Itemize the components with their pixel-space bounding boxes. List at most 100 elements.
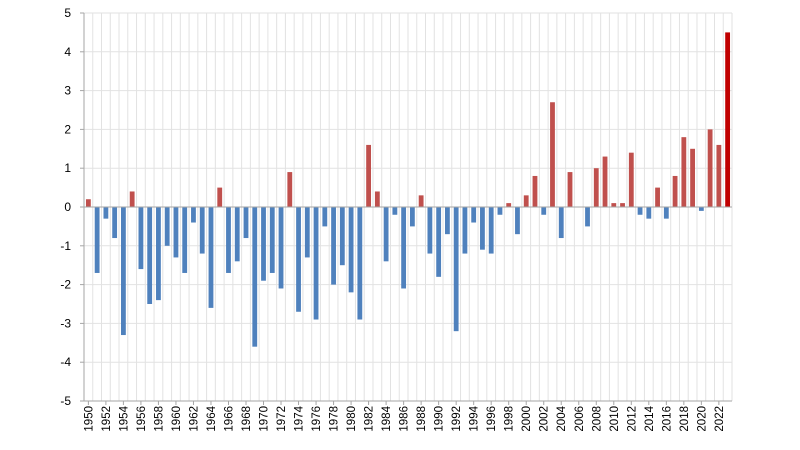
- x-tick-label: 1996: [486, 406, 498, 432]
- bar-1979: [340, 207, 345, 265]
- bar-1997: [498, 207, 503, 215]
- bar-1951: [95, 207, 100, 273]
- x-tick-label: 1966: [223, 406, 235, 432]
- bar-1956: [139, 207, 144, 269]
- bar-2019: [690, 149, 695, 207]
- y-tick-label: 5: [64, 6, 71, 20]
- bar-1985: [392, 207, 397, 215]
- x-tick-label: 1952: [101, 406, 113, 432]
- x-tick-label: 2010: [609, 406, 621, 432]
- x-tick-label: 1986: [399, 406, 411, 432]
- bar-1981: [357, 207, 362, 320]
- bar-2016: [664, 207, 669, 219]
- bar-1972: [279, 207, 284, 288]
- x-tick-label: 1976: [311, 406, 323, 432]
- bar-2015: [655, 188, 660, 207]
- bar-1994: [471, 207, 476, 223]
- bar-1976: [314, 207, 319, 320]
- bar-1983: [375, 191, 380, 207]
- bar-1986: [401, 207, 406, 288]
- bar-1996: [489, 207, 494, 254]
- x-tick-label: 1980: [346, 406, 358, 432]
- bar-1953: [112, 207, 117, 238]
- bar-1968: [244, 207, 249, 238]
- x-tick-label: 1970: [259, 406, 271, 432]
- bar-2005: [568, 172, 573, 207]
- bar-2021: [708, 129, 713, 207]
- bar-1980: [349, 207, 354, 292]
- y-tick-label: -2: [60, 278, 71, 292]
- y-tick-label: -4: [60, 355, 71, 369]
- bar-2017: [673, 176, 678, 207]
- bar-1955: [130, 191, 135, 207]
- x-tick-label: 1992: [451, 406, 463, 432]
- bar-1958: [156, 207, 161, 300]
- x-tick-label: 1964: [206, 405, 218, 431]
- bar-1999: [515, 207, 520, 234]
- x-tick-label: 2006: [574, 406, 586, 432]
- x-tick-label: 1984: [381, 405, 393, 431]
- bar-1984: [384, 207, 389, 261]
- x-tick-label: 2016: [661, 406, 673, 432]
- bar-1969: [252, 207, 257, 347]
- bar-2014: [646, 207, 651, 219]
- y-tick-label: -5: [60, 394, 71, 408]
- bar-2000: [524, 195, 529, 207]
- bar-1962: [191, 207, 196, 223]
- x-tick-label: 1972: [276, 406, 288, 432]
- bar-2002: [541, 207, 546, 215]
- bar-1954: [121, 207, 126, 335]
- bar-2022: [716, 145, 721, 207]
- y-tick-label: -3: [60, 316, 71, 330]
- x-tick-label: 2004: [556, 405, 568, 431]
- bar-2023: [725, 32, 730, 207]
- x-tick-label: 2020: [696, 406, 708, 432]
- x-tick-label: 1974: [294, 405, 306, 431]
- bar-2018: [681, 137, 686, 207]
- bar-1971: [270, 207, 275, 273]
- x-tick-label: 1958: [153, 406, 165, 432]
- bar-2003: [550, 102, 555, 207]
- x-tick-label: 1968: [241, 406, 253, 432]
- x-tick-label: 2000: [521, 406, 533, 432]
- bar-2012: [629, 153, 634, 207]
- bar-1998: [506, 203, 511, 207]
- bar-1993: [463, 207, 468, 254]
- x-tick-label: 1982: [364, 406, 376, 432]
- y-tick-label: 3: [64, 84, 71, 98]
- bar-2009: [603, 157, 608, 207]
- bar-1989: [427, 207, 432, 254]
- x-tick-label: 1990: [434, 406, 446, 432]
- bar-2020: [699, 207, 704, 211]
- x-tick-label: 1988: [416, 406, 428, 432]
- bar-1990: [436, 207, 441, 277]
- x-tick-label: 1956: [136, 406, 148, 432]
- bar-1988: [419, 195, 424, 207]
- bar-1970: [261, 207, 266, 281]
- bar-1950: [86, 199, 91, 207]
- y-tick-label: 0: [64, 200, 71, 214]
- x-tick-label: 1962: [188, 406, 200, 432]
- bar-1963: [200, 207, 205, 254]
- bar-1961: [182, 207, 187, 273]
- bar-1991: [445, 207, 450, 234]
- bar-1975: [305, 207, 310, 257]
- bar-2004: [559, 207, 564, 238]
- x-tick-label: 2002: [539, 406, 551, 432]
- bar-2001: [533, 176, 538, 207]
- bar-1957: [147, 207, 152, 304]
- y-tick-label: 4: [64, 45, 71, 59]
- x-tick-label: 2018: [679, 406, 691, 432]
- bar-2011: [620, 203, 625, 207]
- bar-1967: [235, 207, 240, 261]
- bar-1966: [226, 207, 231, 273]
- bar-2008: [594, 168, 599, 207]
- bar-1992: [454, 207, 459, 331]
- y-tick-label: 1: [64, 161, 71, 175]
- bar-1982: [366, 145, 371, 207]
- bar-2007: [585, 207, 590, 226]
- bar-1959: [165, 207, 170, 246]
- bar-1977: [322, 207, 327, 226]
